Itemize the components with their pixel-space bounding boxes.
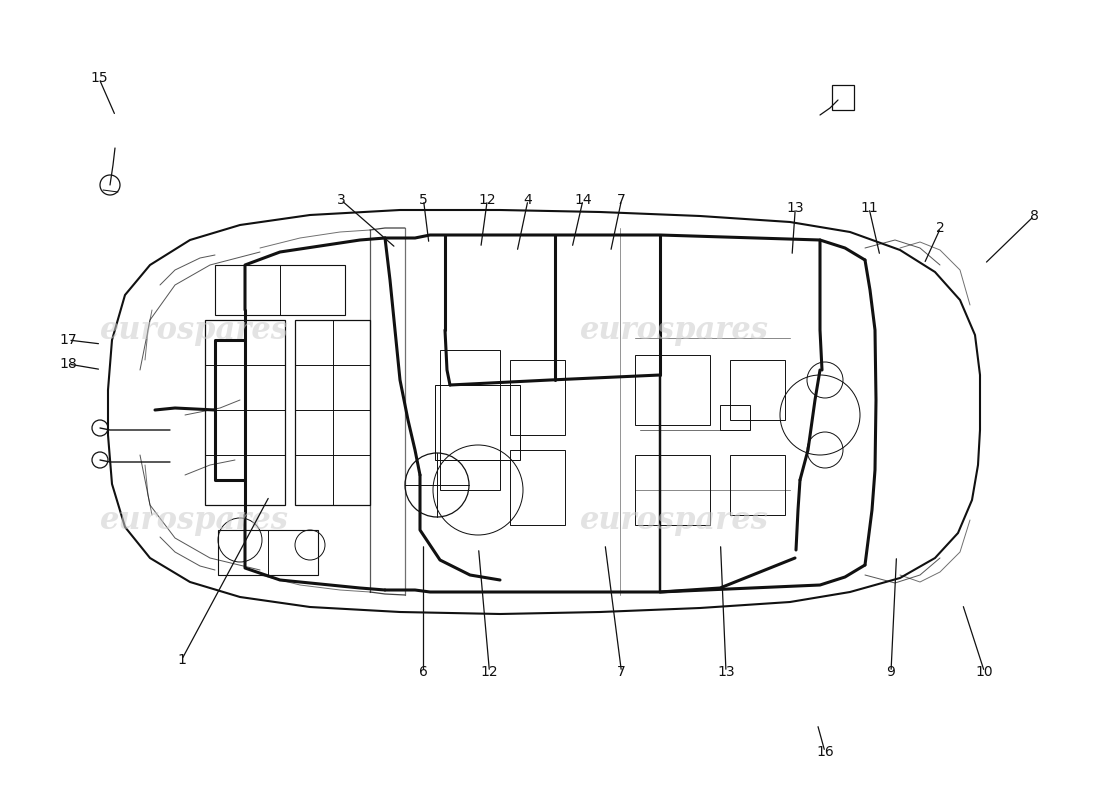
Text: eurospares: eurospares — [580, 505, 769, 535]
Text: 4: 4 — [524, 193, 532, 207]
Text: 7: 7 — [617, 193, 626, 207]
Text: eurospares: eurospares — [100, 314, 289, 346]
Text: 16: 16 — [816, 745, 834, 759]
Text: 2: 2 — [936, 221, 945, 235]
Text: 10: 10 — [976, 665, 993, 679]
Text: 17: 17 — [59, 333, 77, 347]
Bar — [635, 355, 710, 425]
Text: 11: 11 — [860, 201, 878, 215]
Text: 8: 8 — [1030, 209, 1038, 223]
Bar — [214, 265, 345, 315]
Bar — [434, 385, 520, 460]
Bar — [295, 320, 370, 505]
Bar — [832, 85, 854, 110]
Text: 15: 15 — [90, 71, 108, 86]
Bar — [510, 360, 565, 435]
Text: 18: 18 — [59, 357, 77, 371]
Text: 12: 12 — [478, 193, 496, 207]
Text: 12: 12 — [481, 665, 498, 679]
Bar — [730, 360, 785, 420]
Text: 13: 13 — [717, 665, 735, 679]
Text: 3: 3 — [337, 193, 345, 207]
Bar — [218, 530, 318, 575]
Bar — [720, 405, 750, 430]
Text: 14: 14 — [574, 193, 592, 207]
Text: 5: 5 — [419, 193, 428, 207]
Text: 6: 6 — [419, 665, 428, 679]
Text: 13: 13 — [786, 201, 804, 215]
Bar — [635, 455, 710, 525]
Text: 9: 9 — [887, 665, 895, 679]
Bar — [440, 350, 500, 490]
Bar — [510, 450, 565, 525]
Text: 1: 1 — [177, 653, 186, 667]
Bar — [205, 320, 285, 505]
Polygon shape — [108, 210, 980, 614]
Text: eurospares: eurospares — [580, 314, 769, 346]
Text: eurospares: eurospares — [100, 505, 289, 535]
Bar — [730, 455, 785, 515]
Text: 7: 7 — [617, 665, 626, 679]
